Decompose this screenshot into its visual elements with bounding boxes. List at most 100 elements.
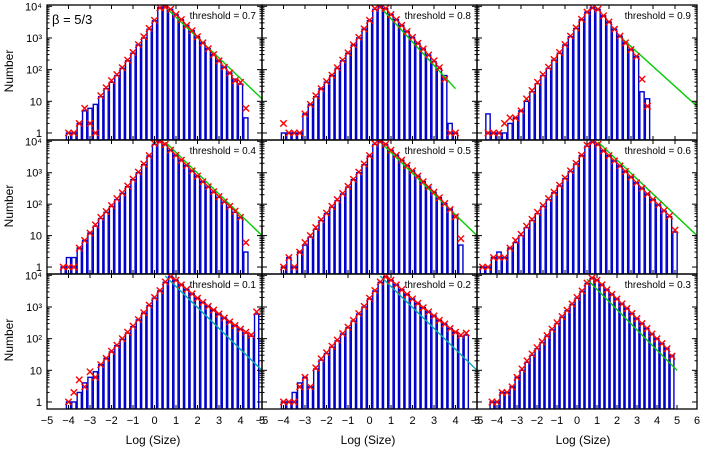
histogram-bar <box>567 35 574 140</box>
y-tick-label: 1 <box>36 397 42 409</box>
histogram-bar <box>135 172 142 274</box>
histogram-bar <box>404 30 410 140</box>
histogram-bar <box>76 247 83 274</box>
fit-line <box>379 275 477 371</box>
data-marker <box>660 206 668 215</box>
panel-frame <box>261 139 478 275</box>
data-marker <box>97 361 105 369</box>
histogram-bar <box>611 28 618 140</box>
data-marker <box>123 182 132 190</box>
histogram-bar <box>323 212 330 274</box>
histogram-bar <box>114 74 120 140</box>
data-marker <box>462 329 470 337</box>
histogram-bar <box>398 289 405 409</box>
histogram-bar <box>595 143 601 274</box>
data-marker <box>183 161 191 170</box>
histogram-bar <box>666 215 673 274</box>
histogram-bar <box>512 117 519 140</box>
data-marker <box>419 303 427 312</box>
histogram-bar <box>567 170 574 274</box>
data-marker <box>371 5 379 13</box>
data-marker <box>403 161 411 170</box>
data-marker <box>107 76 116 85</box>
histogram-bar <box>157 7 163 140</box>
histogram-bar <box>216 60 222 140</box>
data-marker <box>349 316 358 324</box>
data-marker <box>414 39 422 47</box>
histogram-bar <box>81 110 88 140</box>
histogram-bar <box>135 319 142 409</box>
data-marker <box>627 45 635 54</box>
histogram-bar <box>629 312 635 409</box>
y-tick-label: 10³ <box>26 33 42 45</box>
plot-area <box>279 274 477 409</box>
threshold-label: threshold = 0.4 <box>190 146 257 157</box>
data-marker <box>333 64 341 72</box>
data-marker <box>563 306 571 314</box>
histogram-bar <box>628 48 634 140</box>
data-marker <box>435 64 444 72</box>
data-marker <box>522 95 531 103</box>
data-marker <box>638 184 646 192</box>
histogram-bar <box>551 59 557 140</box>
data-marker <box>588 140 597 146</box>
histogram-bar <box>415 175 421 274</box>
histogram-bar <box>280 132 287 140</box>
data-marker <box>312 223 320 232</box>
y-tick-label: 10 <box>30 231 42 243</box>
histogram-bar <box>398 24 405 140</box>
data-marker <box>430 57 438 65</box>
data-marker <box>668 352 676 360</box>
histogram-bar <box>441 74 448 140</box>
data-marker <box>113 70 121 79</box>
histogram-bar <box>507 122 513 140</box>
histogram-bar <box>382 276 389 409</box>
data-marker <box>242 238 250 247</box>
histogram-bar <box>237 217 244 274</box>
fit-line <box>597 141 697 237</box>
y-tick-label: 10 <box>30 96 42 108</box>
data-marker <box>484 263 492 271</box>
data-marker <box>86 368 94 376</box>
histogram-bar <box>382 7 389 140</box>
data-marker <box>75 119 83 128</box>
histogram-bar <box>194 175 201 274</box>
panel-frame <box>476 4 698 141</box>
data-marker <box>561 40 569 49</box>
data-marker <box>621 39 630 47</box>
histogram-bar <box>611 160 618 274</box>
histogram-bar <box>97 364 104 409</box>
histogram-bar <box>574 297 580 409</box>
histogram-bar <box>529 91 535 140</box>
data-marker <box>511 114 520 122</box>
x-tick-label: −1 <box>127 415 140 427</box>
fit-line <box>619 36 697 107</box>
histogram-bar <box>485 113 491 140</box>
fit-line <box>586 278 678 371</box>
panel-7: 1 10 10² 10³ 10⁴ −5 −4 −3 −2 −1 0 1 2 3 4 5 threshold = … <box>25 270 265 427</box>
histogram-bar <box>162 143 169 274</box>
data-marker <box>301 110 309 118</box>
histogram-bar <box>409 298 416 409</box>
histogram-bar <box>355 313 362 409</box>
data-marker <box>290 263 298 271</box>
plot-area <box>64 274 262 409</box>
histogram-bar <box>398 159 405 274</box>
histogram-bar <box>441 202 448 274</box>
data-marker <box>306 100 315 109</box>
histogram-bar <box>205 186 212 274</box>
data-marker <box>414 172 422 180</box>
histogram-bar <box>243 332 249 409</box>
x-tick-label: −3 <box>84 415 97 427</box>
histogram-bar <box>388 13 394 140</box>
histogram-bar <box>504 391 510 409</box>
data-marker <box>441 75 449 83</box>
data-marker <box>344 323 352 331</box>
data-marker <box>113 341 121 349</box>
histogram-bar <box>173 13 179 140</box>
histogram-bar <box>97 217 104 274</box>
data-marker <box>64 129 73 137</box>
histogram-bar <box>189 170 195 274</box>
histogram-bar <box>108 205 115 274</box>
histogram-bar <box>507 247 513 274</box>
